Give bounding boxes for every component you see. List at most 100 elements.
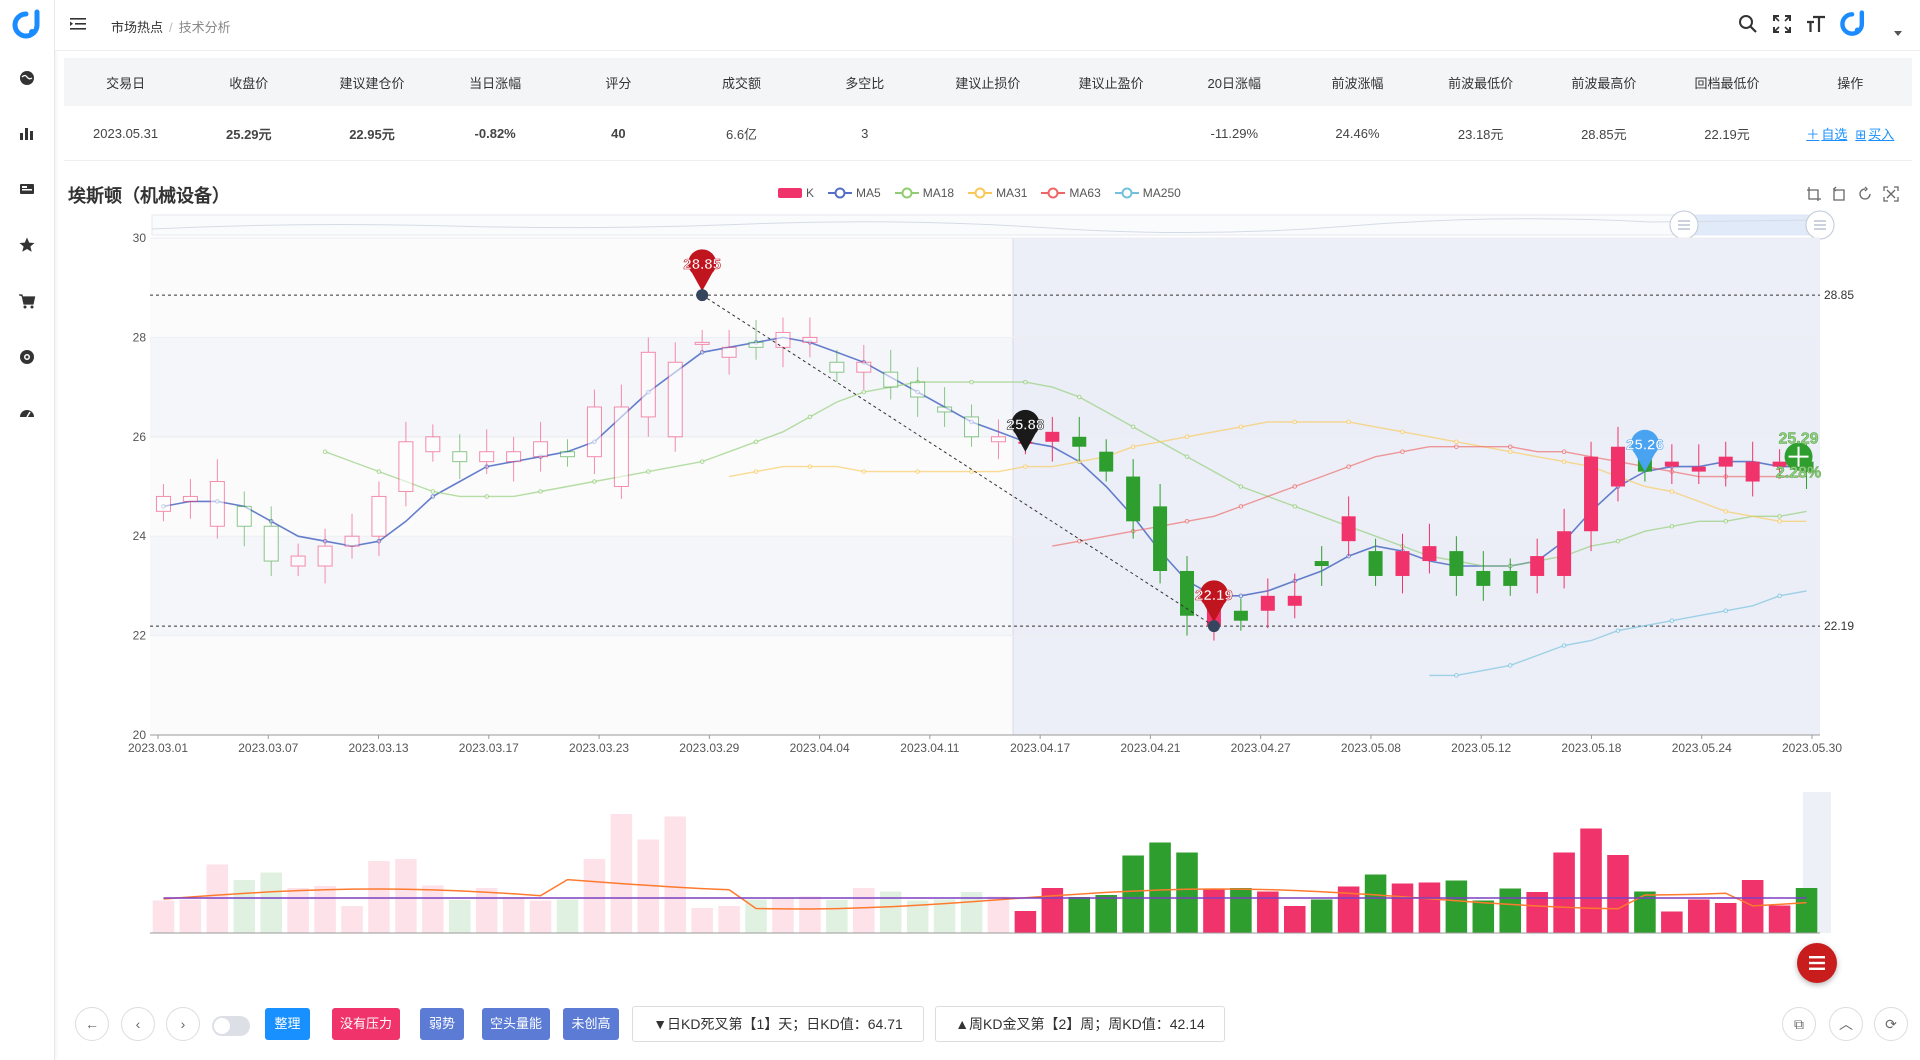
- legend-ma63-swatch: [1041, 187, 1066, 199]
- ma-point-ma63: [1292, 484, 1298, 489]
- scroll-top-button[interactable]: ︿: [1829, 1007, 1863, 1041]
- mode-toggle[interactable]: [212, 1016, 250, 1036]
- candle: [964, 404, 980, 447]
- volume-bar: [1014, 911, 1037, 933]
- bar-chart-icon[interactable]: [18, 124, 36, 142]
- x-tick-label: 2023.03.07: [238, 741, 298, 755]
- fullscreen-icon[interactable]: [1772, 14, 1792, 34]
- reference-lines: 28.85 22.19: [150, 288, 1854, 633]
- next-button[interactable]: ›: [166, 1007, 200, 1041]
- candle: [1180, 556, 1195, 636]
- volume-bar: [1580, 828, 1602, 933]
- volume-bar: [422, 885, 444, 933]
- legend-item-ma18[interactable]: MA18: [894, 186, 954, 200]
- tag-short-volume[interactable]: 空头量能: [482, 1008, 550, 1040]
- zoom-select-icon[interactable]: [1806, 186, 1822, 202]
- candle: [667, 342, 683, 452]
- low-reference-label: 22.19: [1824, 619, 1854, 633]
- tag-no-pressure[interactable]: 没有压力: [332, 1008, 400, 1040]
- stop-loss-cell: [926, 106, 1050, 161]
- legend-item-k[interactable]: K: [778, 186, 814, 200]
- prev-button[interactable]: ‹: [121, 1007, 155, 1041]
- ma-point-ma18: [807, 414, 813, 420]
- legend-item-ma31[interactable]: MA31: [968, 186, 1027, 200]
- candle: [748, 320, 764, 360]
- legend-item-ma63[interactable]: MA63: [1041, 186, 1101, 200]
- ma-point-ma31: [1777, 518, 1782, 524]
- back-button[interactable]: ←: [75, 1007, 109, 1041]
- ma-point-ma18: [376, 469, 382, 474]
- tag-weak[interactable]: 弱势: [420, 1008, 464, 1040]
- ma-point-ma31: [1238, 424, 1244, 430]
- candle: [479, 429, 495, 475]
- y-tick-label: 30: [133, 231, 147, 245]
- breadcrumb-root[interactable]: 市场热点: [111, 20, 164, 35]
- high-marker-label: 28.85: [683, 256, 721, 273]
- refresh-button[interactable]: ⟳: [1874, 1007, 1908, 1041]
- x-axis: 2023.03.01 2023.03.07 2023.03.13 2023.03.17…: [128, 735, 1842, 755]
- candle-body: [1799, 461, 1814, 472]
- candle-body: [1691, 466, 1706, 472]
- datazoom-right-handle[interactable]: [1805, 210, 1835, 240]
- copy-button[interactable]: ⧉: [1782, 1007, 1816, 1041]
- ma-line-ma63: [1052, 446, 1807, 547]
- user-avatar[interactable]: [1838, 9, 1868, 39]
- y-tick-label: 28: [133, 330, 147, 344]
- news-icon[interactable]: [18, 180, 36, 198]
- cart-icon[interactable]: [18, 292, 36, 310]
- candle: [1314, 546, 1329, 586]
- caret-down-icon[interactable]: [1893, 30, 1903, 38]
- star-icon[interactable]: [18, 236, 36, 254]
- restore-icon[interactable]: [1857, 186, 1873, 202]
- tag-consolidation[interactable]: 整理: [265, 1008, 310, 1040]
- volume-bar: [906, 900, 929, 933]
- datazoom-left-handle[interactable]: [1669, 210, 1699, 240]
- search-icon[interactable]: [1738, 14, 1758, 34]
- menu-toggle-icon[interactable]: [69, 15, 87, 33]
- target-icon[interactable]: [18, 348, 36, 366]
- ma-line-ma5: [163, 336, 1807, 597]
- y-tick-label: 24: [133, 529, 147, 543]
- legend-item-ma5[interactable]: MA5: [828, 186, 881, 200]
- add-watchlist-link[interactable]: ＋自选: [1806, 127, 1847, 142]
- ma-point-ma5: [969, 419, 974, 425]
- save-image-icon[interactable]: [1883, 186, 1899, 202]
- pullback-low-cell: 22.19元: [1665, 106, 1789, 161]
- brand-logo[interactable]: [10, 8, 44, 42]
- price-markers: 28.85 22.19 25.88 25.26 25.29 2.28%: [683, 249, 1821, 633]
- x-tick-label: 2023.03.13: [349, 741, 409, 755]
- ma-point-ma5: [1346, 553, 1351, 559]
- candle: [290, 543, 306, 576]
- candle: [990, 419, 1006, 460]
- build-price-cell: 22.95元: [310, 106, 434, 161]
- mid-marker: 25.88: [1006, 409, 1045, 452]
- datazoom-slider[interactable]: [151, 210, 1835, 240]
- candle: [1368, 538, 1383, 586]
- breadcrumb: 市场热点 / 技术分析: [111, 17, 231, 36]
- trade-date-cell: 2023.05.31: [64, 106, 188, 161]
- arrow-left-icon: ←: [85, 1016, 99, 1032]
- candle: [1206, 585, 1221, 641]
- ma-point-ma5: [592, 439, 597, 445]
- zoom-reset-icon[interactable]: [1830, 186, 1846, 202]
- font-size-icon[interactable]: [1806, 14, 1826, 34]
- ma-point-ma18: [1400, 543, 1405, 549]
- datazoom-selection[interactable]: [1684, 215, 1820, 235]
- cart-small-icon: ⊞: [1855, 126, 1867, 142]
- globe-icon[interactable]: [18, 69, 36, 87]
- mid-marker-label: 25.88: [1007, 417, 1045, 434]
- legend-item-ma250[interactable]: MA250: [1114, 186, 1181, 200]
- candle-body: [910, 381, 926, 398]
- dashboard-icon[interactable]: [18, 404, 36, 422]
- tag-no-new-high[interactable]: 未创高: [563, 1008, 619, 1040]
- volume-bar: [1041, 888, 1064, 933]
- ma-point-ma250: [1454, 673, 1459, 678]
- prev-wave-high-cell: 28.85元: [1542, 106, 1666, 161]
- candle-body: [694, 341, 710, 345]
- candle-body: [964, 416, 980, 438]
- floating-menu-button[interactable]: [1797, 943, 1837, 983]
- candle-body: [1180, 570, 1195, 616]
- buy-link[interactable]: ⊞ 买入: [1855, 127, 1894, 142]
- ma-point-ma5: [915, 389, 920, 395]
- datazoom-track: [151, 214, 1821, 236]
